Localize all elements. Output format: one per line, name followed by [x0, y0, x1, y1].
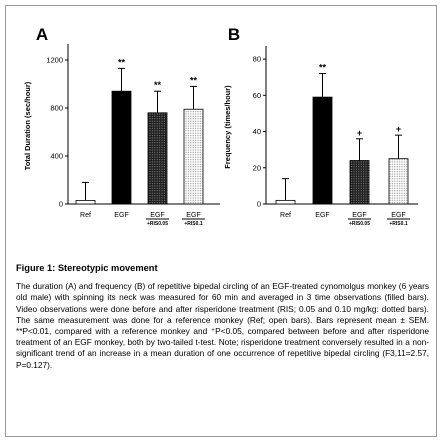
panel-b-ytick-label-80: 80 [253, 55, 261, 64]
panel-a-bar-3-category-label: EGF [150, 212, 164, 219]
panel-a-chart: A 0 400 800 1200 Total Duration (sec/hour) Ref… [23, 25, 220, 227]
panel-b-y-axis-title: Frequency (times/hour) [223, 85, 232, 169]
panel-b-bar-1 [275, 199, 296, 205]
panel-a-bar-2 [111, 90, 132, 205]
panel-b-chart: B 0 20 40 60 80 Frequency (times/hour) Ref ** EGF… [223, 25, 418, 227]
panel-a-label: A [36, 25, 48, 44]
panel-a-bar-4-significance: ** [190, 75, 198, 85]
panel-b-bar-3-significance: + [357, 128, 362, 138]
panel-a-bar-3-subcategory-label: +RIS0.05 [147, 221, 168, 227]
panel-a-bar-4-category-label: EGF [186, 212, 200, 219]
panel-b-bar-1-category-label: Ref [280, 212, 291, 219]
panel-b-ytick-label-0: 0 [257, 200, 261, 209]
panel-b-ytick-label-40: 40 [253, 127, 261, 136]
panel-a-ytick-label-1200: 1200 [46, 56, 63, 65]
panel-b-bar-2 [312, 96, 333, 205]
panel-a-bar-3-significance: ** [154, 80, 162, 90]
panel-b-bar-3-category-label: EGF [352, 212, 366, 219]
panel-b-bar-4-subcategory-label: +RIS0.1 [389, 221, 407, 227]
panel-a-bar-4-subcategory-label: +RIS0.1 [184, 221, 202, 227]
panel-a-bar-4 [183, 108, 204, 205]
panel-b-ytick-label-60: 60 [253, 91, 261, 100]
panel-b-bar-2-category-label: EGF [315, 212, 329, 219]
panel-a-bar-3 [147, 112, 168, 205]
panel-b-bar-3 [349, 160, 370, 205]
panel-b-label: B [228, 25, 240, 44]
panel-a-y-axis-title: Total Duration (sec/hour) [23, 81, 32, 170]
panel-a-ytick-label-400: 400 [50, 152, 63, 161]
panel-b-bar-3-subcategory-label: +RIS0.05 [349, 221, 370, 227]
panel-b-bar-4-category-label: EGF [391, 212, 405, 219]
panel-b-bar-2-significance: ** [319, 63, 327, 73]
panel-b-ytick-label-20: 20 [253, 163, 261, 172]
figure-caption: Figure 1: Stereotypic movement The durat… [16, 263, 429, 371]
figure-title: Figure 1: Stereotypic movement [16, 263, 158, 273]
caption-text: The duration (A) and frequency (B) of re… [16, 281, 429, 370]
panel-a-bar-2-category-label: EGF [114, 212, 128, 219]
panel-b-bar-4 [388, 158, 409, 205]
panel-a-bar-1 [75, 199, 96, 205]
figure-frame [5, 5, 437, 437]
panel-b-bar-4-significance: + [396, 124, 401, 134]
panel-a-bar-2-significance: ** [118, 57, 126, 67]
panel-a-bar-1-category-label: Ref [80, 212, 91, 219]
panel-a-ytick-label-0: 0 [59, 200, 63, 209]
panel-a-ytick-label-800: 800 [50, 104, 63, 113]
